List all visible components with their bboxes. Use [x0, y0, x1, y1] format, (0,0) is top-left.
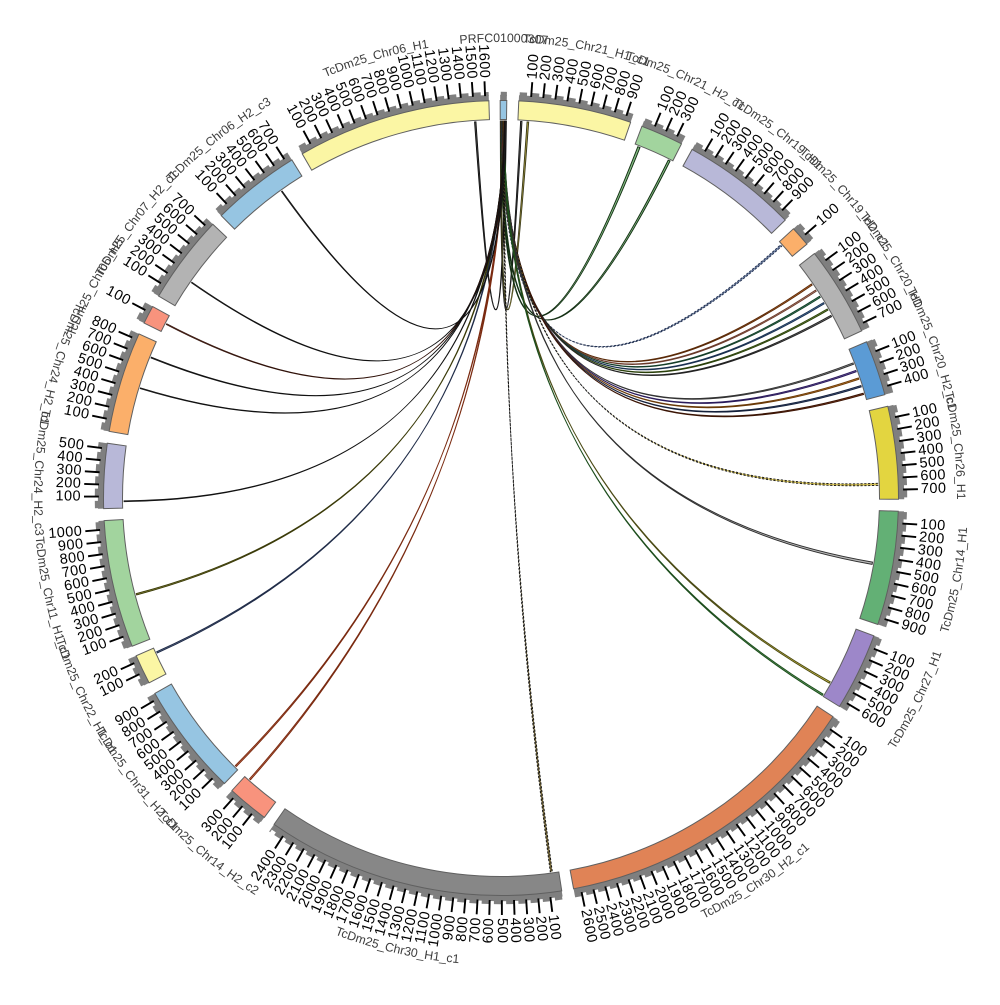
svg-text:1000: 1000: [48, 523, 83, 542]
svg-text:1600: 1600: [475, 44, 492, 79]
svg-text:500: 500: [58, 435, 85, 454]
svg-text:700: 700: [921, 481, 947, 498]
